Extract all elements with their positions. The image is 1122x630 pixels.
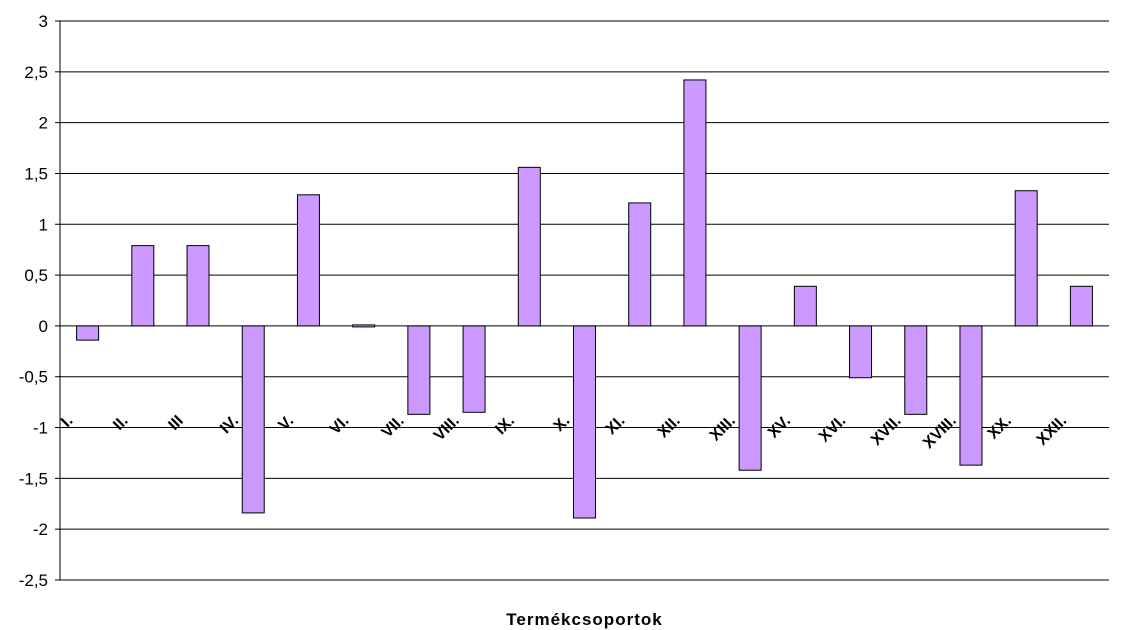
bar xyxy=(793,285,817,327)
bars xyxy=(76,79,1093,519)
bar xyxy=(573,325,596,519)
y-tick-label: -0,5 xyxy=(19,368,48,387)
x-tick-label: XII. xyxy=(655,412,684,441)
bar xyxy=(683,79,707,327)
bar xyxy=(407,325,431,415)
y-axis-tick-labels: 3 2,5 2 1,5 1 0,5 0 -0,5 -1 -1,5 -2 -2,5 xyxy=(19,12,48,590)
bar xyxy=(296,194,320,327)
y-tick-label: 3 xyxy=(39,12,48,31)
bar xyxy=(131,245,155,327)
x-axis-title: Termékcsoportok xyxy=(506,610,662,629)
bar xyxy=(1069,285,1093,327)
bar xyxy=(462,325,486,413)
bar xyxy=(849,325,873,379)
y-tick-label: -1 xyxy=(33,419,48,438)
x-tick-label: VIII. xyxy=(431,412,463,444)
y-tick-label: 2 xyxy=(39,114,48,133)
x-tick-label: III xyxy=(165,412,186,433)
x-tick-label: XVI. xyxy=(816,412,849,445)
bar xyxy=(1014,190,1038,327)
y-tick-label: 0,5 xyxy=(24,266,48,285)
x-tick-label: X. xyxy=(551,412,574,435)
x-tick-label: XX. xyxy=(985,412,1015,442)
bar xyxy=(352,324,376,328)
bar xyxy=(959,325,983,466)
x-tick-label: II. xyxy=(110,412,131,433)
x-tick-label: IX. xyxy=(492,412,518,438)
bar xyxy=(904,325,928,415)
x-tick-label: VI. xyxy=(327,412,353,438)
y-tick-label: 2,5 xyxy=(24,63,48,82)
x-tick-label: XVIII. xyxy=(920,412,960,452)
x-tick-label: XI. xyxy=(603,412,629,438)
bar xyxy=(186,245,210,327)
y-tick-label: -2 xyxy=(33,520,48,539)
y-tick-label: 1,5 xyxy=(24,164,48,183)
y-tick-label: 1 xyxy=(39,215,48,234)
x-tick-label: IV. xyxy=(217,412,242,437)
x-tick-label: XIII. xyxy=(707,412,739,444)
x-tick-label: XVII. xyxy=(868,412,905,449)
x-tick-label: XV. xyxy=(765,412,794,441)
x-tick-label: V. xyxy=(276,412,298,434)
y-tick-label: -1,5 xyxy=(19,469,48,488)
bar xyxy=(241,325,265,514)
bar xyxy=(628,202,652,327)
x-axis-category-labels: I. II. III IV. V. VI. VII. VIII. IX. X. XI. XII. XII… xyxy=(58,412,1070,452)
bar xyxy=(738,325,762,471)
y-tick-label: -2,5 xyxy=(19,571,48,590)
x-tick-label: VII. xyxy=(379,412,408,441)
x-tick-label: XXII. xyxy=(1034,412,1071,449)
bar xyxy=(517,166,541,327)
bar xyxy=(76,325,100,341)
y-tick-label: 0 xyxy=(39,317,48,336)
